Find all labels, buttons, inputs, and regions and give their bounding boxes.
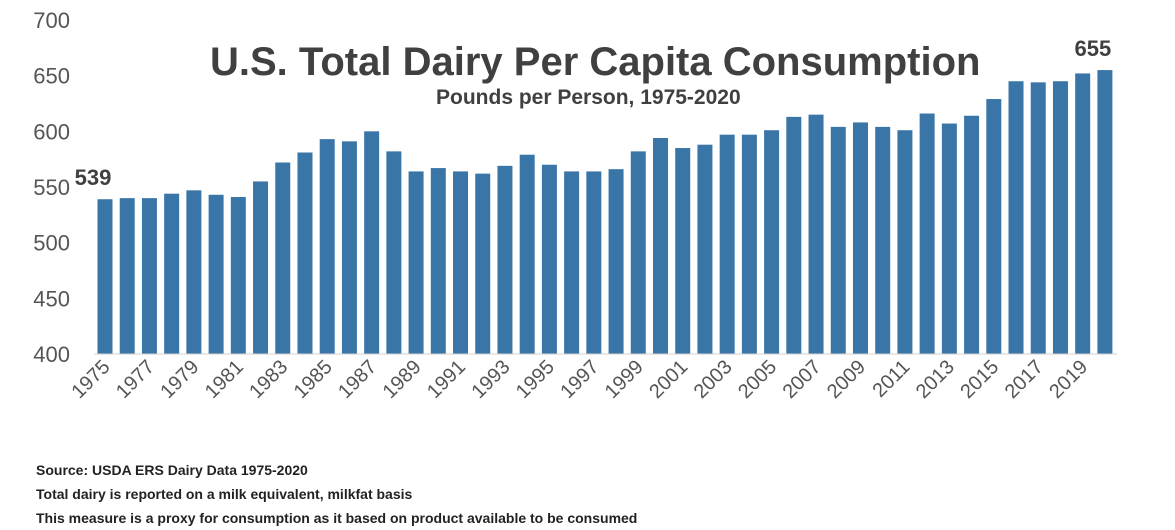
x-tick-label: 1995 [512,356,559,403]
note-basis: Total dairy is reported on a milk equiva… [36,486,413,502]
bar-2001 [675,148,691,354]
x-tick-label: 1985 [290,356,337,403]
y-tick-label: 400 [33,342,70,367]
bar-2012 [919,113,935,355]
x-tick-label: 2005 [734,356,781,403]
bar-2016 [1008,81,1024,354]
bar-1976 [119,198,135,354]
x-tick-label: 2011 [868,356,914,402]
y-tick-label: 650 [33,64,70,89]
bar-2003 [719,134,735,354]
bar-2013 [941,123,957,354]
x-tick-label: 1997 [556,356,603,403]
source-notes: Source: USDA ERS Dairy Data 1975-2020 To… [36,458,637,530]
bar-2005 [764,130,780,354]
x-tick-label: 2017 [1001,356,1048,403]
bar-2011 [897,130,913,354]
x-tick-label: 2003 [690,356,737,403]
bar-2002 [697,144,713,354]
x-tick-label: 1991 [423,356,470,403]
bar-1994 [519,154,535,354]
bar-2007 [808,114,824,354]
x-tick-label: 2009 [823,356,870,403]
x-tick-label: 1981 [201,356,248,403]
bar-1984 [297,152,313,354]
bar-1985 [319,139,335,354]
bar-2015 [986,99,1002,355]
y-tick-label: 450 [33,286,70,311]
bar-1989 [408,171,424,354]
bar-2008 [830,126,846,354]
y-tick-label: 700 [33,8,70,33]
bar-1977 [141,198,157,354]
chart-title: U.S. Total Dairy Per Capita Consumption [210,40,981,84]
x-tick-label: 2019 [1045,356,1092,403]
bar-1993 [497,165,513,354]
bar-1980 [208,194,224,354]
x-tick-label: 1977 [112,356,159,403]
x-tick-label: 1993 [467,356,514,403]
x-tick-label: 1983 [245,356,292,403]
x-tick-label: 2015 [956,356,1003,403]
y-tick-label: 600 [33,119,70,144]
bar-2006 [786,116,802,354]
bar-1978 [164,193,180,354]
x-tick-label: 2001 [645,356,692,403]
bar-1992 [475,173,491,354]
bar-1988 [386,151,402,354]
bar-2004 [741,134,757,354]
bar-1991 [453,171,469,354]
data-label-2020: 655 [1075,36,1112,61]
bar-2014 [964,115,980,354]
bar-1997 [586,171,602,354]
y-tick-label: 550 [33,175,70,200]
chart-subtitle: Pounds per Person, 1975-2020 [436,86,741,109]
x-tick-label: 1989 [379,356,426,403]
x-tick-label: 2007 [779,356,826,403]
note-proxy: This measure is a proxy for consumption … [36,510,638,526]
x-tick-label: 2013 [912,356,959,403]
bar-2020 [1097,70,1113,354]
bar-2017 [1030,82,1046,354]
bar-2009 [852,122,868,354]
bar-1981 [230,197,246,354]
bar-1990 [430,168,446,354]
bar-1979 [186,190,202,354]
y-tick-label: 500 [33,231,70,256]
bar-1987 [364,131,380,354]
bar-1975 [97,199,113,354]
bar-1986 [341,141,357,354]
bar-1998 [608,169,624,354]
bar-2018 [1052,81,1068,354]
x-tick-label: 1979 [156,356,203,403]
bar-2019 [1075,73,1091,354]
data-label-1975: 539 [75,165,112,190]
bar-1999 [630,151,646,354]
bar-2010 [875,126,891,354]
note-source: Source: USDA ERS Dairy Data 1975-2020 [36,462,308,478]
bar-1982 [253,181,269,354]
bar-2000 [653,138,668,354]
x-tick-label: 1975 [68,356,115,403]
bar-1983 [275,162,291,354]
x-tick-label: 1999 [601,356,648,403]
x-tick-label: 1987 [334,356,381,403]
bar-1995 [541,164,557,354]
bar-1996 [564,171,580,354]
